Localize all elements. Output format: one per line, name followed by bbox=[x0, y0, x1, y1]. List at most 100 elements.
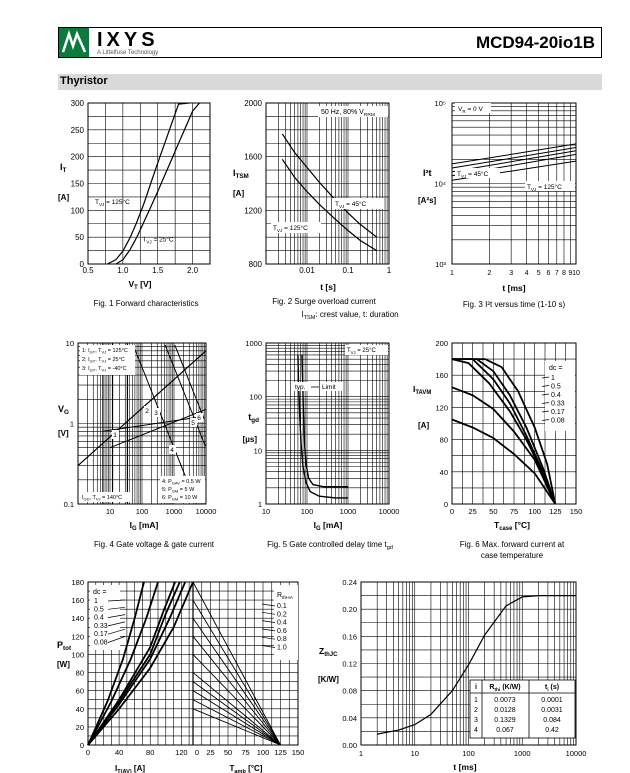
legend-entry: 0.08 bbox=[551, 418, 565, 425]
annotation-bg bbox=[318, 106, 388, 117]
figure-caption: Fig. 3 I²t versus time (1-10 s) bbox=[463, 300, 566, 309]
text-main: 50 Hz, 80% V bbox=[321, 109, 364, 116]
legend-leader bbox=[107, 621, 126, 627]
legend-leader bbox=[541, 402, 550, 404]
text-main: I bbox=[115, 764, 117, 773]
x-tick-label: 0 bbox=[450, 507, 454, 516]
power-curve bbox=[174, 344, 205, 419]
y-tick-label: 10 bbox=[254, 446, 262, 455]
plot-frame bbox=[87, 102, 211, 265]
x-tick-label: 1000 bbox=[166, 507, 183, 516]
curve-label: 6 bbox=[197, 415, 201, 422]
text-main: I bbox=[301, 310, 303, 319]
plot-frame bbox=[451, 102, 577, 265]
x-tick-label: 10 bbox=[106, 507, 114, 516]
x-tick-label: 6 bbox=[547, 270, 551, 277]
legend-text: VJ bbox=[102, 350, 107, 355]
curve-label-bg bbox=[169, 445, 176, 454]
series-label: typ. bbox=[295, 384, 306, 391]
y-tick-label: 40 bbox=[76, 705, 84, 714]
figure-caption: Fig. 6 Max. forward current at bbox=[460, 540, 565, 549]
legend-entry: 0.2 bbox=[277, 611, 287, 618]
table-cell: 4 bbox=[474, 727, 478, 734]
y-axis-label: VG bbox=[58, 404, 69, 416]
y-tick-label: 160 bbox=[71, 596, 84, 605]
y-axis-label: tgd bbox=[248, 412, 259, 424]
text-main: T bbox=[347, 348, 351, 354]
x-tick-label: 10 bbox=[411, 749, 419, 758]
y-tick-label: 200 bbox=[435, 339, 448, 348]
text-main: t bbox=[248, 412, 251, 422]
text-main: T bbox=[335, 201, 339, 208]
plot-frame bbox=[77, 342, 207, 505]
legend-text: 2: I bbox=[82, 357, 90, 363]
annotation-text: , T bbox=[90, 495, 97, 501]
legend-leader bbox=[107, 636, 126, 643]
legend-entry: 0.08 bbox=[94, 640, 108, 647]
series-label: Limit bbox=[322, 384, 336, 391]
legend-entry: 0.6 bbox=[277, 628, 287, 635]
text-suffix: (s) bbox=[549, 684, 560, 691]
table-cell: 0.1329 bbox=[494, 717, 516, 724]
annotation-text: GD bbox=[84, 497, 90, 502]
x-tick-label: 40 bbox=[115, 748, 123, 757]
annotation-text: I bbox=[82, 495, 84, 501]
series-line bbox=[87, 581, 194, 746]
x-tick-label: 9 bbox=[568, 270, 572, 277]
y-tick-label: 1 bbox=[70, 420, 74, 429]
legend-title: dc = bbox=[549, 365, 562, 372]
legend-entry: 4: PGAV = 0.5 W bbox=[162, 479, 201, 486]
y-tick-label: 1200 bbox=[244, 206, 262, 215]
curve-label: 2 bbox=[145, 408, 149, 415]
legend-bg bbox=[545, 361, 575, 431]
legend-entry: 1 bbox=[551, 375, 555, 382]
x-tick-label: 10 bbox=[262, 507, 270, 516]
legend-entry: 0.33 bbox=[551, 401, 565, 408]
rth-line bbox=[192, 681, 281, 746]
x-tick-label: 150 bbox=[570, 507, 583, 516]
text-main: T bbox=[142, 236, 146, 243]
legend-leader bbox=[261, 611, 276, 615]
text-main: V bbox=[128, 279, 134, 289]
text-subscript: thi bbox=[494, 687, 501, 693]
y-tick-label: 20 bbox=[76, 723, 84, 732]
legend-entry: 0.17 bbox=[551, 409, 565, 416]
curve-label-bg bbox=[144, 406, 151, 415]
legend-entry: 2: IGT, TVJ = 25°C bbox=[82, 357, 125, 364]
legend-text: = 5 W bbox=[178, 487, 195, 493]
annotation-text: = 140°C bbox=[101, 495, 123, 501]
y-axis-label: ZthJC bbox=[319, 646, 338, 658]
y-tick-label: 80 bbox=[440, 436, 448, 445]
annotation: IGD, TVJ = 140°C bbox=[82, 495, 122, 502]
figure-caption: ITSM: crest value, t: duration bbox=[301, 310, 398, 321]
annotation: TVJ = 25°C bbox=[347, 348, 376, 355]
legend-leader bbox=[107, 614, 126, 618]
x-tick-label: 75 bbox=[510, 507, 518, 516]
y-tick-label: 0.24 bbox=[342, 578, 357, 587]
text-main: T bbox=[457, 171, 461, 178]
text-subscript: T bbox=[63, 167, 67, 174]
y-tick-label: 10⁵ bbox=[435, 99, 446, 108]
curve-label: 4 bbox=[170, 447, 174, 454]
y-axis-label: ITAVM bbox=[413, 384, 431, 396]
text-suffix: = 125°C bbox=[104, 198, 130, 206]
legend-entry: 0.4 bbox=[551, 392, 561, 399]
x-tick-label: 1000 bbox=[514, 749, 531, 758]
y-axis-unit: [A²s] bbox=[418, 196, 437, 205]
text-suffix: [mA] bbox=[321, 520, 343, 530]
y-tick-label: 60 bbox=[76, 687, 84, 696]
text-subscript: gd bbox=[387, 545, 393, 551]
series-label: TVJ = 125°C bbox=[95, 198, 130, 207]
legend-leader bbox=[107, 628, 126, 635]
x-tick-label: 4 bbox=[525, 270, 529, 277]
legend-text: = 125°C bbox=[106, 348, 128, 354]
chart-fig8: 1 10 100 1000 10000 0.00 0.04 0.08 0.12 0.16 0.20 0… bbox=[318, 578, 586, 772]
text-subscript: tot bbox=[63, 645, 72, 652]
y-tick-label: 150 bbox=[71, 180, 85, 189]
text-main: I bbox=[413, 384, 415, 394]
y-tick-label: 80 bbox=[76, 669, 84, 678]
x-tick-label: 3 bbox=[509, 270, 513, 277]
legend-leader bbox=[261, 628, 276, 632]
